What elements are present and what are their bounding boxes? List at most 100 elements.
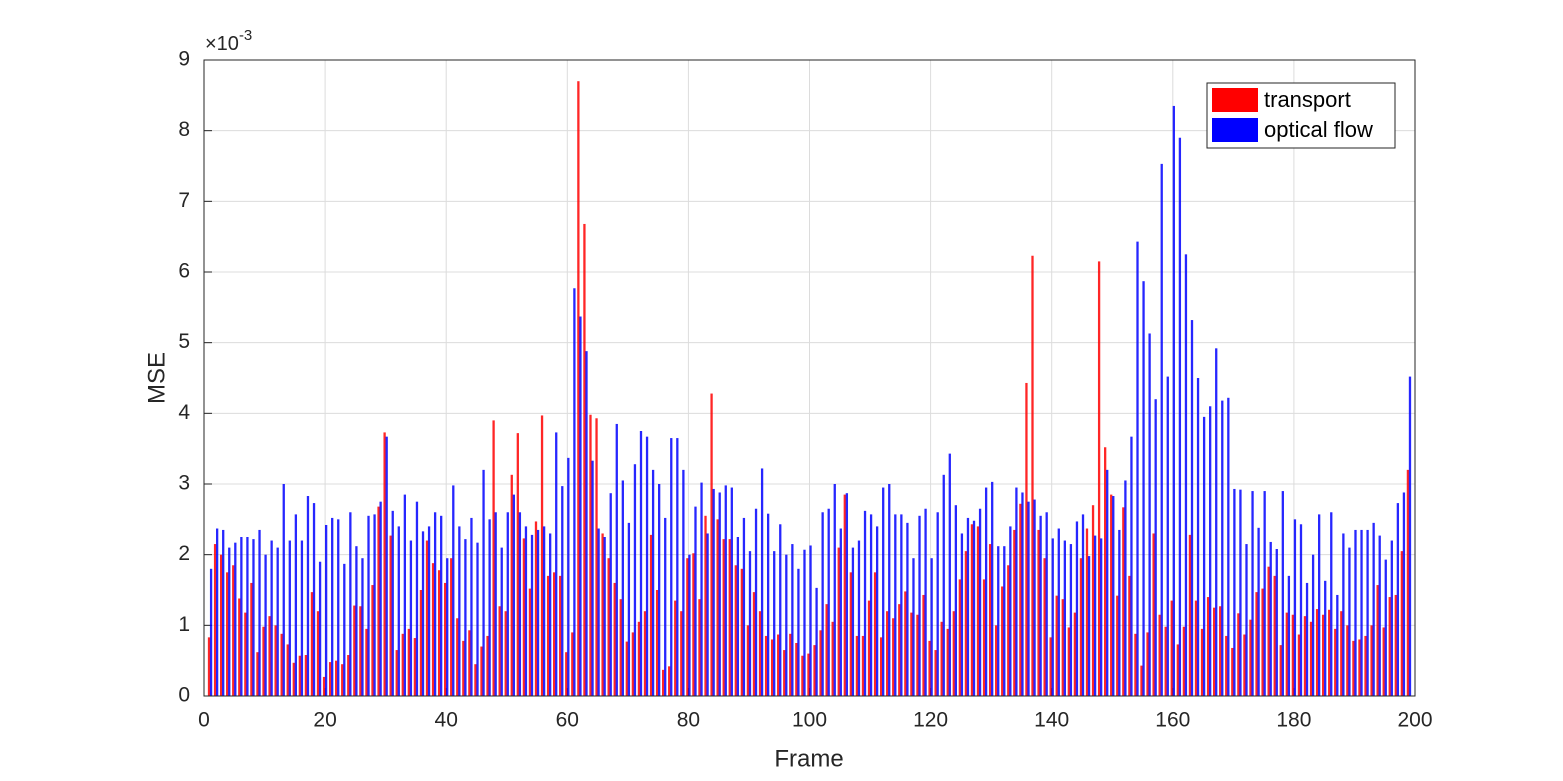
bar (1021, 492, 1024, 696)
bar (1039, 515, 1042, 696)
bar (1196, 378, 1200, 696)
bar (292, 662, 295, 696)
bar (982, 579, 986, 696)
bar (1346, 625, 1349, 696)
bar (1172, 105, 1175, 696)
bar (676, 438, 679, 696)
bar (286, 644, 289, 696)
bar (440, 515, 443, 696)
bar (837, 547, 840, 696)
bar (1376, 585, 1379, 696)
bar (310, 592, 314, 696)
bar (879, 637, 883, 696)
bar (1176, 644, 1179, 696)
bar (288, 540, 291, 696)
bar (613, 582, 616, 696)
bar (1267, 566, 1270, 696)
bar (359, 606, 362, 696)
x-tick-label: 140 (1034, 709, 1069, 732)
bar (855, 635, 859, 696)
bar (444, 582, 447, 696)
bar (589, 414, 592, 696)
bar (433, 512, 437, 696)
bar (474, 664, 477, 696)
bar (312, 503, 316, 696)
bar (1112, 496, 1115, 696)
bar (553, 572, 556, 696)
bar (924, 508, 927, 696)
bar (609, 493, 612, 696)
bar (668, 666, 671, 696)
bar (954, 505, 958, 696)
bar (585, 351, 588, 696)
bar (565, 652, 568, 696)
axes-box (203, 59, 1416, 697)
bar (512, 494, 515, 696)
bar (542, 526, 546, 696)
x-tick-label: 40 (435, 709, 458, 732)
bar (619, 599, 622, 696)
bar (972, 520, 976, 696)
bar (1031, 255, 1034, 696)
bar (912, 558, 915, 696)
bar (1037, 529, 1040, 696)
bar (1293, 519, 1297, 696)
bar (401, 633, 404, 696)
bar (625, 641, 628, 696)
bar (1378, 535, 1381, 696)
bar (246, 537, 249, 696)
bar (1406, 469, 1410, 696)
bar (603, 537, 606, 696)
bar (458, 526, 461, 696)
bar (1251, 491, 1254, 696)
bar (349, 512, 352, 696)
bar (482, 469, 485, 696)
bar (960, 533, 964, 696)
bar (873, 572, 877, 696)
bar (1396, 503, 1400, 696)
bar (952, 611, 955, 696)
multiplier-exponent: -3 (239, 27, 252, 44)
bar (1142, 281, 1145, 696)
bar (409, 540, 413, 696)
bar (1087, 556, 1091, 696)
bar (688, 554, 691, 696)
bar (686, 558, 689, 696)
bar (1402, 492, 1406, 696)
bar (845, 493, 849, 696)
bar (383, 432, 386, 696)
bar (468, 630, 471, 696)
bar (464, 539, 467, 696)
bar (361, 558, 364, 696)
bar (373, 514, 376, 696)
bar (813, 645, 816, 696)
bar (1178, 137, 1182, 696)
bar (904, 591, 907, 696)
bar (607, 558, 610, 696)
x-tick-label: 0 (198, 709, 210, 732)
bar (1318, 514, 1321, 696)
bar (936, 512, 939, 696)
bar (1227, 397, 1230, 696)
bar (898, 604, 901, 696)
bar (1134, 633, 1137, 696)
bar (1315, 609, 1319, 696)
y-tick-label: 2 (178, 542, 190, 565)
bar (783, 650, 786, 696)
bar (770, 639, 774, 696)
bar (1263, 491, 1266, 696)
bar (407, 628, 410, 696)
bar (1366, 529, 1369, 696)
bar (492, 420, 495, 696)
bar (827, 508, 830, 696)
bar (1164, 626, 1167, 696)
bar (1321, 614, 1325, 696)
bar (1073, 612, 1077, 696)
y-tick-label: 5 (178, 330, 190, 353)
bar (1400, 551, 1404, 696)
bar (324, 524, 328, 696)
bar (226, 572, 229, 696)
bar (1152, 533, 1155, 696)
bar (894, 514, 897, 696)
bar (270, 540, 273, 696)
